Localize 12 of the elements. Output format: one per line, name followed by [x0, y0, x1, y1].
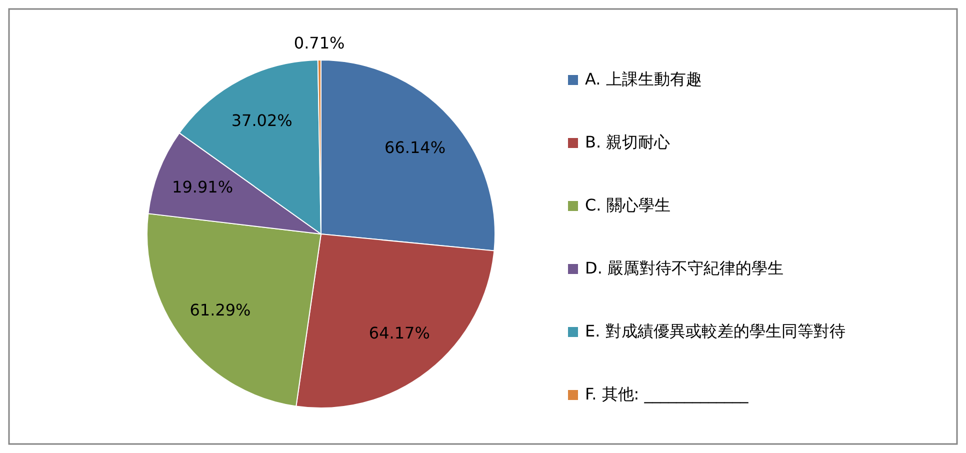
legend-label: E. 對成績優異或較差的學生同等對待 — [585, 321, 846, 340]
legend-label: F. 其他: _____________ — [585, 384, 750, 404]
data-label: 64.17% — [368, 323, 430, 342]
data-label: 61.29% — [190, 300, 251, 320]
data-label: 19.91% — [172, 178, 234, 197]
legend-label: A. 上課生動有趣 — [585, 69, 702, 88]
legend-label: B. 親切耐心 — [585, 132, 670, 152]
legend-label: D. 嚴厲對待不守紀律的學生 — [585, 258, 784, 278]
data-label: 37.02% — [231, 110, 292, 130]
data-label: 0.71% — [294, 33, 345, 52]
data-label: 66.14% — [384, 138, 446, 157]
legend-label: C. 關心學生 — [585, 195, 670, 214]
